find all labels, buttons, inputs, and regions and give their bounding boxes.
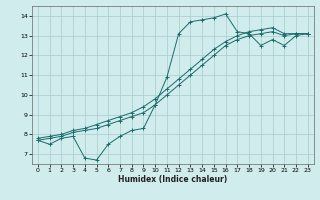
X-axis label: Humidex (Indice chaleur): Humidex (Indice chaleur) (118, 175, 228, 184)
